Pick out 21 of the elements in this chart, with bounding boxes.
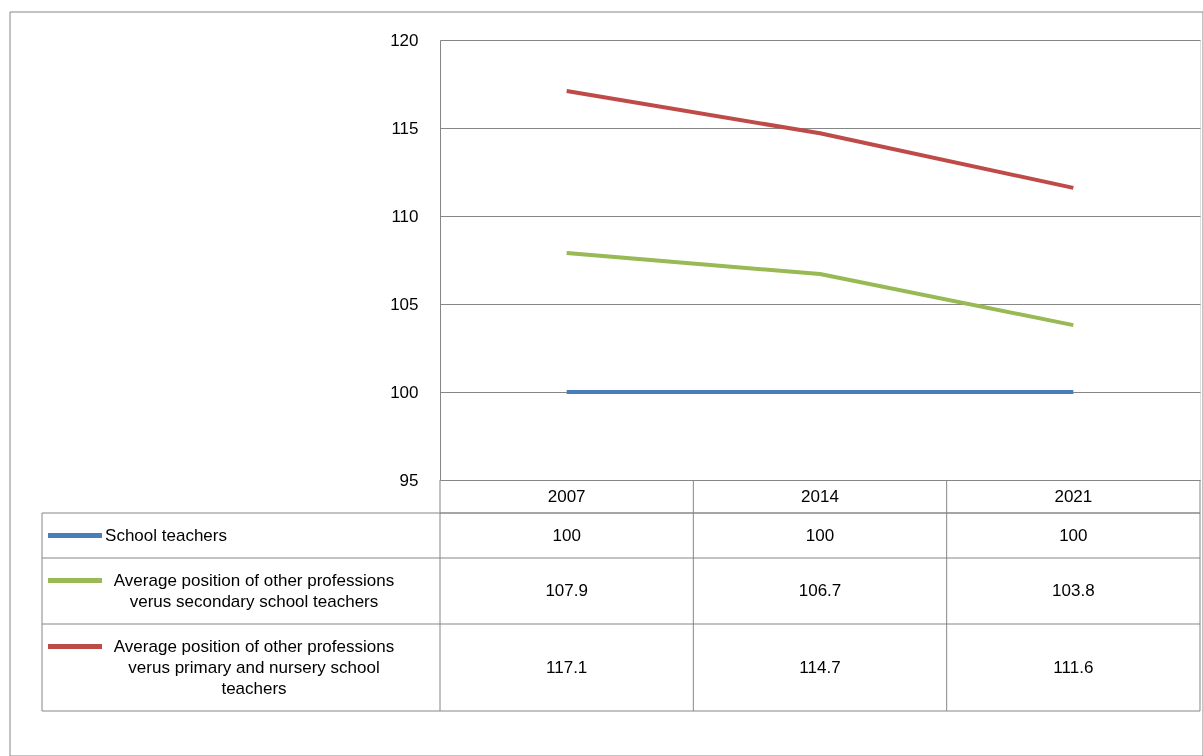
- data-label: 103.8: [1052, 581, 1095, 600]
- x-tick-label: 2007: [547, 486, 586, 506]
- y-tick-label: 105: [390, 294, 419, 314]
- y-tick-label: 100: [390, 382, 419, 402]
- y-tick-label: 95: [399, 470, 419, 490]
- x-tick-label: 2021: [1054, 486, 1093, 506]
- data-label: 117.1: [546, 657, 588, 677]
- data-label: 106.7: [798, 581, 842, 600]
- y-tick-label: 120: [390, 30, 419, 50]
- data-label: 100: [552, 525, 581, 545]
- data-label: 114.7: [799, 657, 841, 677]
- data-label: 100: [805, 525, 835, 545]
- data-label: 111.6: [1053, 657, 1094, 677]
- data-label: 100: [1059, 525, 1088, 545]
- x-tick-label: 2014: [801, 486, 839, 506]
- data-label: 107.9: [545, 581, 588, 600]
- legend-label: Average position of other professions verus secondary school teachers: [113, 570, 395, 611]
- legend-label: School teachers: [105, 525, 227, 545]
- y-tick-label: 110: [391, 206, 419, 226]
- legend-label: Average position of other professions verus primary and nursery school teachers: [113, 636, 395, 698]
- y-tick-label: 115: [391, 118, 419, 138]
